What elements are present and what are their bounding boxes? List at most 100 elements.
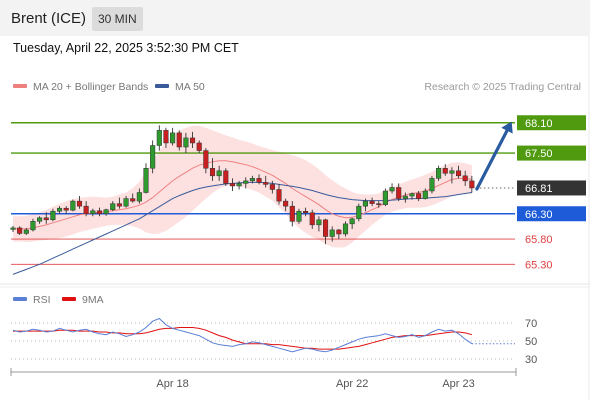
candle bbox=[90, 208, 96, 217]
candle bbox=[30, 218, 36, 232]
rsi-panel: 70 50 30 bbox=[11, 317, 537, 366]
candle-body bbox=[329, 229, 335, 237]
candle-body bbox=[362, 200, 368, 207]
candle bbox=[289, 201, 295, 227]
candle bbox=[10, 225, 16, 232]
candle-body bbox=[442, 168, 448, 174]
candle bbox=[143, 163, 149, 194]
candle bbox=[449, 167, 455, 184]
candle bbox=[57, 206, 63, 214]
candle bbox=[256, 174, 262, 185]
candle-body bbox=[183, 137, 189, 148]
candle-body bbox=[136, 192, 142, 202]
candle bbox=[276, 184, 282, 205]
candle bbox=[17, 226, 23, 235]
candle bbox=[342, 221, 349, 237]
candle bbox=[389, 183, 395, 194]
rsi-ma-legend-label: 9MA bbox=[82, 294, 104, 306]
candle-body bbox=[37, 217, 43, 222]
last-price-tag bbox=[517, 180, 586, 196]
candle-body bbox=[116, 203, 122, 207]
candle-body bbox=[30, 221, 36, 231]
candle-body bbox=[369, 200, 375, 204]
candle-body bbox=[249, 178, 255, 182]
candle bbox=[382, 188, 388, 207]
rsi-tick-label-50: 50 bbox=[525, 336, 537, 348]
candle bbox=[309, 209, 315, 229]
candle bbox=[323, 218, 329, 245]
main-legend: MA 20 + Bollinger Bands MA 50 Research ©… bbox=[13, 81, 581, 93]
candle bbox=[263, 175, 269, 188]
candle-body bbox=[236, 183, 242, 187]
candle-body bbox=[10, 227, 16, 230]
timeframe-button[interactable]: 30 MIN bbox=[92, 7, 143, 31]
candle-body bbox=[256, 178, 262, 183]
candle-body bbox=[223, 170, 229, 184]
candle-body bbox=[389, 187, 395, 192]
ma20-line bbox=[13, 160, 472, 230]
candle-body bbox=[376, 203, 382, 205]
candle-body bbox=[103, 209, 109, 214]
candle bbox=[409, 192, 415, 200]
candle-body bbox=[17, 227, 23, 234]
ma50-legend-swatch bbox=[155, 84, 169, 88]
bollinger-band-area bbox=[13, 125, 472, 248]
candle-body bbox=[209, 168, 216, 177]
candle-body bbox=[276, 189, 282, 202]
bollinger-bands bbox=[13, 125, 472, 248]
rsi-tick-label-30: 30 bbox=[525, 354, 537, 366]
candle bbox=[396, 183, 402, 202]
candle-body bbox=[23, 229, 29, 234]
candle bbox=[442, 164, 448, 176]
level-label-67-50: 67.50 bbox=[525, 148, 553, 160]
rsi-tick-label-70: 70 bbox=[525, 318, 537, 330]
candle-body bbox=[170, 132, 176, 144]
candle bbox=[422, 188, 428, 200]
candle-body bbox=[263, 182, 269, 185]
candle-body bbox=[156, 130, 162, 146]
level-label-68-10: 68.10 bbox=[525, 118, 553, 130]
candles bbox=[10, 125, 475, 245]
candle-body bbox=[269, 184, 275, 190]
candle-body bbox=[123, 198, 129, 207]
candle-body bbox=[143, 168, 149, 193]
rsi-ma-line bbox=[13, 327, 473, 350]
candle bbox=[429, 175, 435, 194]
moving-averages bbox=[12, 160, 472, 275]
x-tick-label: Apr 22 bbox=[336, 378, 368, 390]
candle-body bbox=[422, 190, 428, 199]
candle bbox=[456, 165, 462, 179]
candle-body bbox=[323, 219, 329, 237]
candle bbox=[303, 207, 309, 217]
candle bbox=[356, 203, 362, 222]
candle bbox=[83, 201, 89, 217]
ma20-legend-label: MA 20 + Bollinger Bands bbox=[33, 81, 148, 93]
candle bbox=[183, 132, 189, 154]
candle-body bbox=[396, 187, 402, 199]
rsi-legend-label: RSI bbox=[33, 294, 51, 306]
candle-body bbox=[342, 223, 349, 235]
candle-body bbox=[462, 175, 468, 182]
candle bbox=[50, 208, 56, 222]
candle bbox=[176, 130, 182, 151]
level-tag-67-50 bbox=[517, 145, 586, 161]
candle-body bbox=[303, 210, 309, 213]
candle bbox=[156, 125, 162, 151]
candle-body bbox=[382, 190, 388, 205]
candle-body bbox=[43, 217, 49, 221]
candle-body bbox=[70, 200, 76, 211]
level-tag-68-10 bbox=[517, 115, 586, 131]
candle-body bbox=[289, 205, 295, 222]
ma20-legend-swatch bbox=[13, 84, 27, 88]
x-axis-labels: Apr 18 Apr 22 Apr 23 bbox=[156, 378, 474, 390]
timestamp: Tuesday, April 22, 2025 3:52:30 PM CET bbox=[13, 41, 239, 55]
ma50-legend-label: MA 50 bbox=[175, 81, 205, 93]
candle-body bbox=[57, 207, 63, 212]
candle bbox=[223, 168, 229, 186]
candle-body bbox=[130, 198, 136, 202]
candle-body bbox=[436, 168, 442, 179]
candle bbox=[216, 165, 222, 181]
candle bbox=[236, 180, 242, 190]
candle bbox=[243, 177, 249, 189]
candle-body bbox=[163, 130, 169, 144]
